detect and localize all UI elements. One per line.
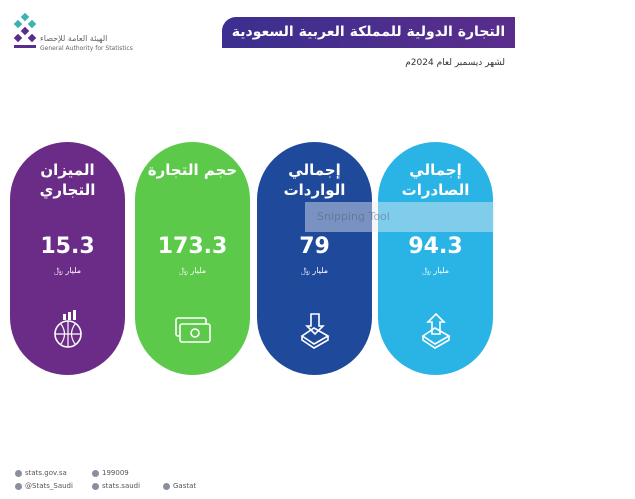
facebook: stats.saudi xyxy=(102,482,141,490)
card-unit: مليار ﷼ xyxy=(53,266,82,275)
footer-app: Gastat xyxy=(163,482,196,490)
stat-card: إجمالي الواردات 79 مليار ﷼ xyxy=(257,142,372,375)
card-value: 79 xyxy=(299,234,330,259)
card-unit: مليار ﷼ xyxy=(178,266,207,275)
card-unit: مليار ﷼ xyxy=(421,266,450,275)
org-name-en: General Authority for Statistics xyxy=(40,45,133,52)
footer-phone: 199009 xyxy=(92,469,129,477)
card-icon xyxy=(175,317,211,343)
card-icon xyxy=(421,312,451,349)
card-label: حجم التجارة xyxy=(147,161,238,179)
card-value: 15.3 xyxy=(40,234,95,259)
card-value: 94.3 xyxy=(408,234,463,259)
website: stats.gov.sa xyxy=(25,469,67,477)
org-name-ar: الهيئة العامة للإحصاء xyxy=(40,34,108,43)
card-value: 173.3 xyxy=(157,234,228,259)
logo-mark xyxy=(13,12,37,48)
card-label: إجمالي الصادرات xyxy=(401,161,470,199)
footer-twitter: @Stats_Saudi xyxy=(15,482,73,490)
card-icon xyxy=(54,310,82,348)
stat-card: الميزان التجاري 15.3 مليار ﷼ xyxy=(10,142,125,375)
stat-card: حجم التجارة 173.3 مليار ﷼ xyxy=(135,142,250,375)
phone: 199009 xyxy=(102,469,129,477)
card-icon xyxy=(300,313,330,349)
title: التجارة الدولية للمملكة العربية السعودية xyxy=(222,17,515,48)
card-label: الميزان التجاري xyxy=(39,161,96,199)
twitter: @Stats_Saudi xyxy=(25,482,73,490)
watermark: Snipping Tool xyxy=(305,202,495,232)
stat-card: إجمالي الصادرات 94.3 مليار ﷼ xyxy=(378,142,493,375)
card-label: إجمالي الواردات xyxy=(283,161,346,199)
card-unit: مليار ﷼ xyxy=(300,266,329,275)
subtitle: لشهر ديسمبر لعام 2024م xyxy=(405,58,505,68)
app: Gastat xyxy=(173,482,197,490)
footer-facebook: stats.saudi xyxy=(92,482,140,490)
footer-website: stats.gov.sa xyxy=(15,469,67,477)
